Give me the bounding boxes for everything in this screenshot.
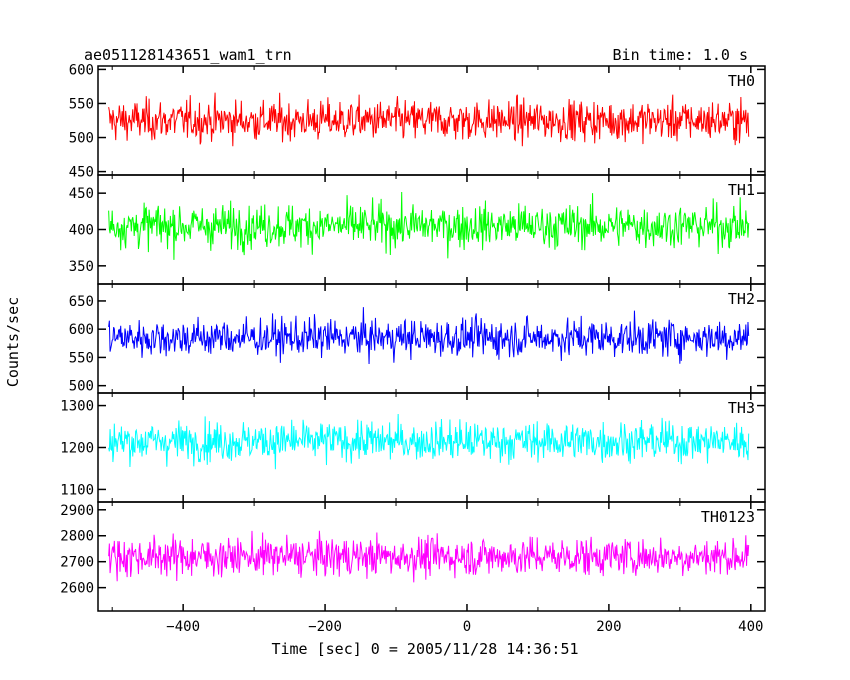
- y-tick-label: 2900: [60, 503, 94, 519]
- panel-label: TH1: [728, 181, 755, 199]
- series-line-th3: [108, 414, 750, 470]
- panel-label: TH3: [728, 399, 755, 417]
- y-tick-label: 650: [69, 294, 94, 310]
- panel-th0: 450 500 550 600 TH0: [69, 62, 766, 181]
- y-tick-label: 2600: [60, 581, 94, 597]
- y-tick-label: 550: [69, 350, 94, 366]
- x-axis-label: Time [sec] 0 = 2005/11/28 14:36:51: [271, 640, 578, 658]
- y-tick-label: 450: [69, 165, 94, 181]
- panel-th0123: 2600 2700 2800 2900 TH0123: [60, 501, 766, 612]
- series-line-th2: [108, 307, 750, 365]
- chart-title: ae051128143651_wam1_trn: [84, 46, 292, 64]
- bin-time-label: Bin time: 1.0 s: [613, 46, 748, 64]
- panels-group: 450 500 550 600 TH0 350 400 450 TH1 500 550 600 650 T…: [60, 62, 766, 612]
- x-axis: −400 −200 0 200 400: [166, 619, 763, 635]
- y-tick-label: 450: [69, 186, 94, 202]
- x-tick-label: 400: [738, 619, 763, 635]
- series-line-th1: [108, 191, 750, 260]
- y-tick-label: 600: [69, 62, 94, 78]
- y-axis-label: Counts/sec: [4, 297, 22, 387]
- y-tick-label: 1300: [60, 399, 94, 415]
- panel-label: TH2: [728, 290, 755, 308]
- x-tick-label: −400: [166, 619, 200, 635]
- panel-label: TH0123: [701, 508, 755, 526]
- panel-th1: 350 400 450 TH1: [69, 174, 766, 285]
- panel-th3: 1100 1200 1300 TH3: [60, 392, 766, 503]
- y-tick-label: 1100: [60, 482, 94, 498]
- x-tick-label: 200: [596, 619, 621, 635]
- x-tick-label: 0: [463, 619, 471, 635]
- y-tick-label: 550: [69, 96, 94, 112]
- y-tick-label: 2700: [60, 555, 94, 571]
- y-tick-label: 500: [69, 379, 94, 395]
- panel-frame: [97, 501, 766, 612]
- y-tick-label: 600: [69, 322, 94, 338]
- series-line-th0: [108, 92, 750, 147]
- series-line-th0123: [108, 530, 750, 583]
- x-tick-label: −200: [308, 619, 342, 635]
- y-tick-label: 2800: [60, 529, 94, 545]
- y-tick-label: 400: [69, 223, 94, 239]
- y-tick-label: 1200: [60, 441, 94, 457]
- panel-label: TH0: [728, 72, 755, 90]
- y-tick-label: 350: [69, 259, 94, 275]
- panel-th2: 500 550 600 650 TH2: [69, 283, 766, 395]
- y-tick-label: 500: [69, 131, 94, 147]
